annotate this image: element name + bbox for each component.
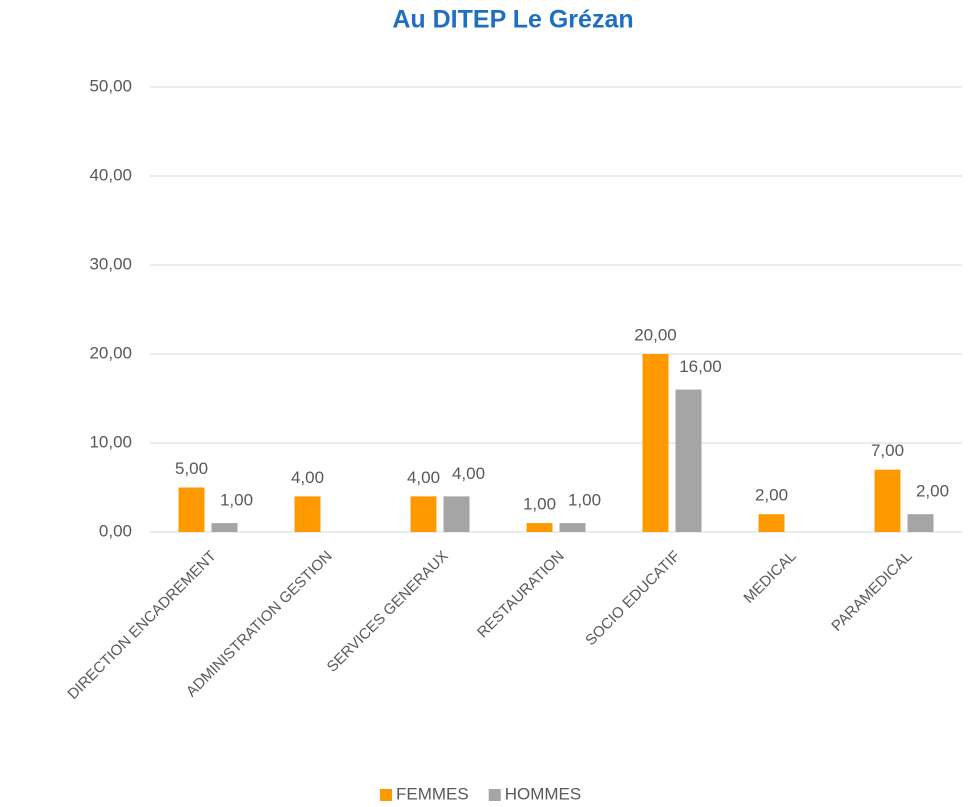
data-label: 4,00 <box>291 468 324 487</box>
data-label: 20,00 <box>634 325 677 344</box>
data-label: 1,00 <box>523 495 556 514</box>
y-tick-label: 50,00 <box>89 76 132 95</box>
y-tick-label: 20,00 <box>89 343 132 362</box>
bar <box>178 487 205 532</box>
y-tick-label: 30,00 <box>89 254 132 273</box>
bar <box>294 496 321 532</box>
bar <box>410 496 437 532</box>
data-label: 2,00 <box>755 486 788 505</box>
x-tick-label: MEDICAL <box>740 548 799 607</box>
bar <box>211 523 238 532</box>
bar <box>642 354 669 532</box>
bar <box>443 496 470 532</box>
data-label: 2,00 <box>916 482 949 501</box>
bar <box>758 514 785 532</box>
data-label: 1,00 <box>568 491 601 510</box>
bar <box>675 389 702 532</box>
data-label: 4,00 <box>407 468 440 487</box>
legend-swatch <box>380 789 392 801</box>
legend-swatch <box>488 789 501 801</box>
y-tick-label: 40,00 <box>89 165 132 184</box>
bar <box>559 523 586 532</box>
x-tick-label: SERVICES GENERAUX <box>324 548 452 676</box>
bar <box>907 514 934 532</box>
bar <box>526 523 553 532</box>
data-label: 4,00 <box>452 464 485 483</box>
data-label: 1,00 <box>220 491 253 510</box>
legend-label: FEMMES <box>396 784 469 803</box>
x-tick-label: SOCIO EDUCATIF <box>582 548 683 649</box>
legend-label: HOMMES <box>505 784 582 803</box>
y-tick-label: 0,00 <box>99 521 132 540</box>
data-label: 5,00 <box>175 459 208 478</box>
bar <box>874 469 901 532</box>
chart-title: Au DITEP Le Grézan <box>392 6 633 34</box>
data-label: 7,00 <box>871 441 904 460</box>
data-label: 16,00 <box>679 357 722 376</box>
x-tick-label: RESTAURATION <box>474 548 568 642</box>
y-tick-label: 10,00 <box>89 432 132 451</box>
x-tick-label: PARAMEDICAL <box>828 548 915 635</box>
